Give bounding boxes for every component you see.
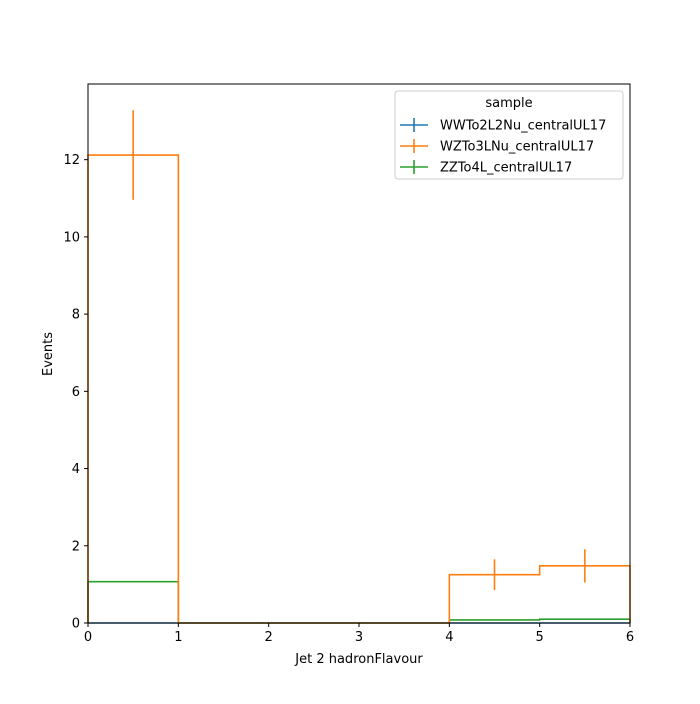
y-tick-label: 8 <box>72 308 80 323</box>
x-axis: 0 1 2 3 4 5 6 <box>84 623 634 645</box>
x-tick-label: 1 <box>174 630 182 645</box>
y-tick-label: 6 <box>72 385 80 400</box>
x-axis-label: Jet 2 hadronFlavour <box>294 652 423 667</box>
legend: sample WWTo2L2Nu_centralUL17 WZTo3LNu_cen… <box>394 90 624 180</box>
legend-label: ZZTo4L_centralUL17 <box>440 161 572 176</box>
legend-item-wwto2l2nu-centralul17: WWTo2L2Nu_centralUL17 <box>400 118 606 134</box>
series-layer <box>87 110 631 624</box>
y-tick-label: 4 <box>72 462 80 477</box>
legend-label: WWTo2L2Nu_centralUL17 <box>440 119 606 134</box>
y-axis-label: Events <box>41 332 56 376</box>
y-axis: 0 2 4 6 8 10 12 <box>63 153 88 632</box>
x-tick-label: 6 <box>626 630 634 645</box>
x-tick-label: 4 <box>445 630 453 645</box>
legend-box <box>394 90 624 180</box>
legend-label: WZTo3LNu_centralUL17 <box>440 140 594 155</box>
y-tick-label: 12 <box>63 153 80 168</box>
legend-title: sample <box>485 96 532 111</box>
series-step-wzto3lnu-centralul17 <box>87 154 631 624</box>
y-tick-label: 2 <box>72 539 80 554</box>
y-tick-label: 10 <box>63 230 80 245</box>
series-step-zzto4l-centralul17 <box>87 580 631 624</box>
legend-item-zzto4l-centralul17: ZZTo4L_centralUL17 <box>400 160 572 176</box>
x-tick-label: 3 <box>355 630 363 645</box>
legend-item-wzto3lnu-centralul17: WZTo3LNu_centralUL17 <box>400 139 594 155</box>
y-tick-label: 0 <box>72 617 80 632</box>
x-tick-label: 5 <box>536 630 544 645</box>
x-tick-label: 0 <box>84 630 92 645</box>
x-tick-label: 2 <box>265 630 273 645</box>
